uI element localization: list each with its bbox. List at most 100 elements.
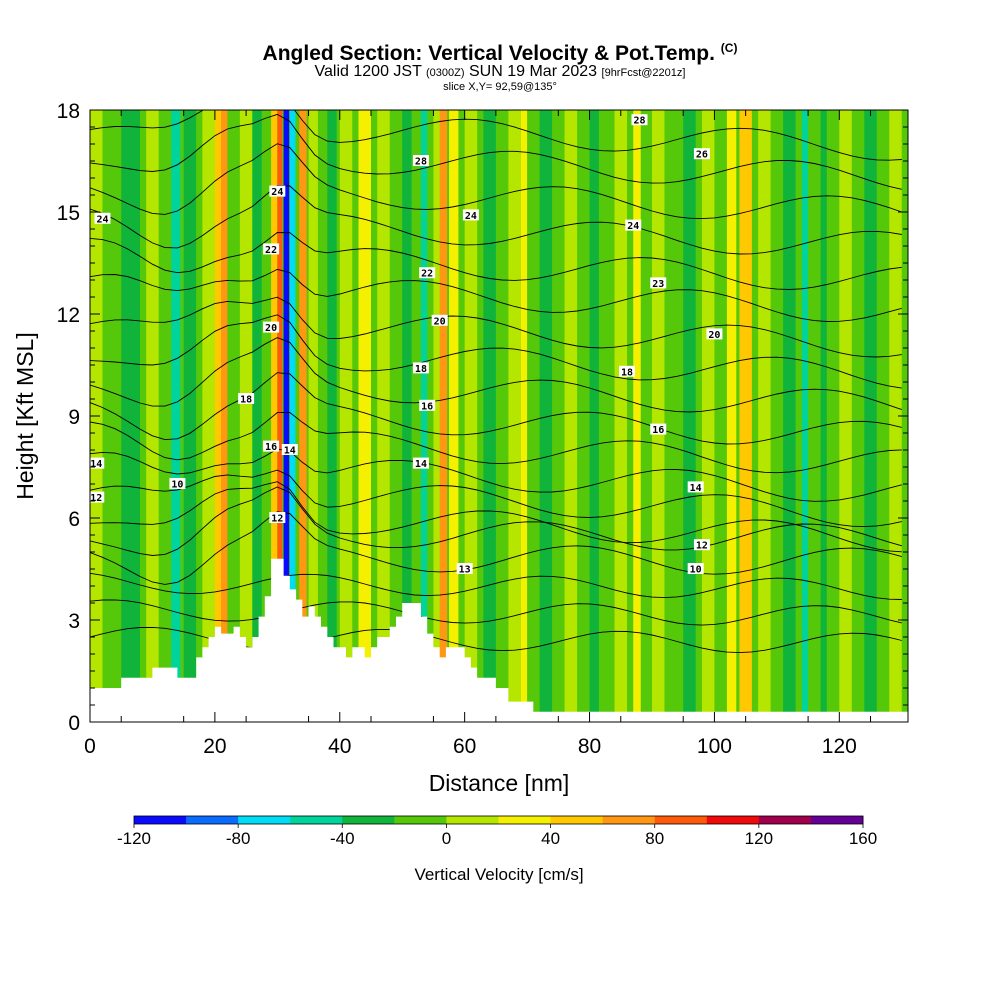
colorbar-swatch — [550, 816, 604, 824]
isentrope-label: 28 — [415, 157, 427, 168]
x-tick-label: 0 — [84, 735, 96, 758]
y-tick-label: 6 — [68, 508, 80, 531]
isentrope-line — [90, 448, 902, 502]
isentrope-label: 28 — [633, 116, 645, 127]
isentrope-label: 22 — [265, 245, 277, 256]
isentrope-label-bg — [631, 114, 648, 126]
velocity-band — [299, 110, 307, 722]
velocity-band — [289, 110, 296, 722]
colorbar-label: 120 — [745, 829, 773, 848]
isentrope-line — [90, 143, 902, 220]
isentrope-label-bg — [693, 539, 710, 551]
isentrope-label-bg — [706, 328, 723, 340]
isentrope-label: 18 — [240, 395, 252, 406]
isentrope-line — [90, 314, 902, 389]
isentrope-label: 16 — [265, 442, 277, 453]
isentrope-label: 24 — [96, 214, 108, 225]
velocity-band — [449, 110, 459, 722]
velocity-band — [564, 110, 578, 722]
isentrope-label: 10 — [690, 565, 702, 576]
chart-subtitle: Valid 1200 JST (0300Z) SUN 19 Mar 2023 [… — [314, 63, 686, 80]
isentrope-line — [90, 185, 902, 255]
isentrope-label: 18 — [415, 364, 427, 375]
isentrope-line — [90, 296, 902, 358]
isentrope-line — [90, 469, 902, 528]
isentrope-label: 16 — [421, 401, 433, 412]
y-tick-label: 9 — [68, 406, 80, 429]
velocity-band — [283, 110, 290, 722]
isentrope-line — [90, 572, 902, 600]
colorbar-swatch — [290, 816, 343, 824]
velocity-band — [758, 110, 771, 722]
velocity-band — [633, 110, 641, 722]
chart-title-block: Angled Section: Vertical Velocity & Pot.… — [0, 36, 1000, 93]
velocity-band — [701, 110, 715, 722]
isentrope-label: 14 — [415, 459, 427, 470]
colorbar-label: 80 — [645, 829, 664, 848]
isentrope-label-bg — [269, 185, 286, 197]
colorbar: -120 -80 -40 0 40 80 120 160 — [117, 815, 877, 848]
isentrope-label: 14 — [90, 459, 102, 470]
colorbar-label: -80 — [226, 829, 251, 848]
velocity-band — [539, 110, 553, 722]
isentrope-label-bg — [94, 212, 111, 224]
isentrope-line — [90, 511, 902, 585]
velocity-band — [889, 110, 902, 722]
velocity-band — [420, 110, 428, 722]
velocity-band — [739, 110, 752, 722]
velocity-band — [820, 110, 827, 722]
x-tick-label: 20 — [203, 735, 226, 758]
isentrope-label-bg — [619, 365, 636, 377]
isentrope-label: 12 — [271, 514, 283, 525]
y-axis-title: Height [Kft MSL] — [12, 332, 38, 499]
isentrope-label-bg — [269, 512, 286, 523]
isentrope-line — [90, 337, 902, 413]
isentrope-label: 12 — [696, 541, 708, 552]
x-tick-label: 120 — [822, 735, 857, 758]
colorbar-swatch — [498, 816, 552, 824]
colorbar-swatch — [238, 816, 291, 824]
x-tick-label: 60 — [453, 735, 476, 758]
isentrope-label-bg — [687, 481, 704, 493]
isentrope-label-bg — [88, 491, 105, 503]
colorbar-swatch — [602, 816, 656, 824]
isentrope-label: 14 — [284, 446, 296, 457]
velocity-band — [202, 110, 219, 722]
velocity-band — [683, 110, 696, 722]
isentrope-label: 14 — [690, 483, 702, 494]
colorbar-swatch — [446, 816, 499, 824]
isentrope-label: 22 — [421, 269, 433, 280]
y-tick-label: 15 — [57, 202, 80, 225]
isentrope-line — [90, 481, 902, 553]
chart-slice-info: slice X,Y= 92,59@135° — [443, 81, 557, 93]
isentrope-label: 23 — [652, 279, 664, 290]
isentrope-label-bg — [88, 457, 105, 469]
isentrope-label-bg — [650, 277, 667, 289]
velocity-band — [146, 110, 159, 722]
isentrope-label: 20 — [265, 323, 277, 334]
isentrope-label-bg — [462, 209, 479, 221]
isentrope-label-bg — [238, 393, 255, 404]
velocity-band — [358, 110, 371, 722]
colorbar-swatch — [706, 816, 760, 824]
velocity-band — [651, 110, 665, 722]
isentrope-line — [90, 268, 902, 322]
velocity-band — [726, 110, 737, 722]
velocity-band — [277, 110, 283, 722]
colorbar-label: 0 — [442, 829, 451, 848]
x-tick-label: 100 — [697, 735, 732, 758]
isentrope-label-bg — [693, 148, 710, 160]
velocity-band — [439, 110, 448, 722]
isentrope-line — [90, 599, 902, 626]
velocity-band — [183, 110, 197, 722]
velocity-band — [801, 110, 809, 722]
isentrope-label-bg — [263, 243, 280, 255]
isentrope-labels: 24 14 12 10 18 16 14 12 20 22 24 28 24 22 20 18 16 14 13 28… — [88, 114, 723, 576]
velocity-band — [508, 110, 521, 722]
isentrope-line — [90, 232, 902, 290]
isentrope-label: 24 — [465, 211, 477, 222]
velocity-field — [90, 110, 908, 722]
velocity-band — [171, 110, 181, 722]
isentrope-label: 12 — [90, 493, 102, 504]
isentrope-label-bg — [412, 457, 429, 469]
